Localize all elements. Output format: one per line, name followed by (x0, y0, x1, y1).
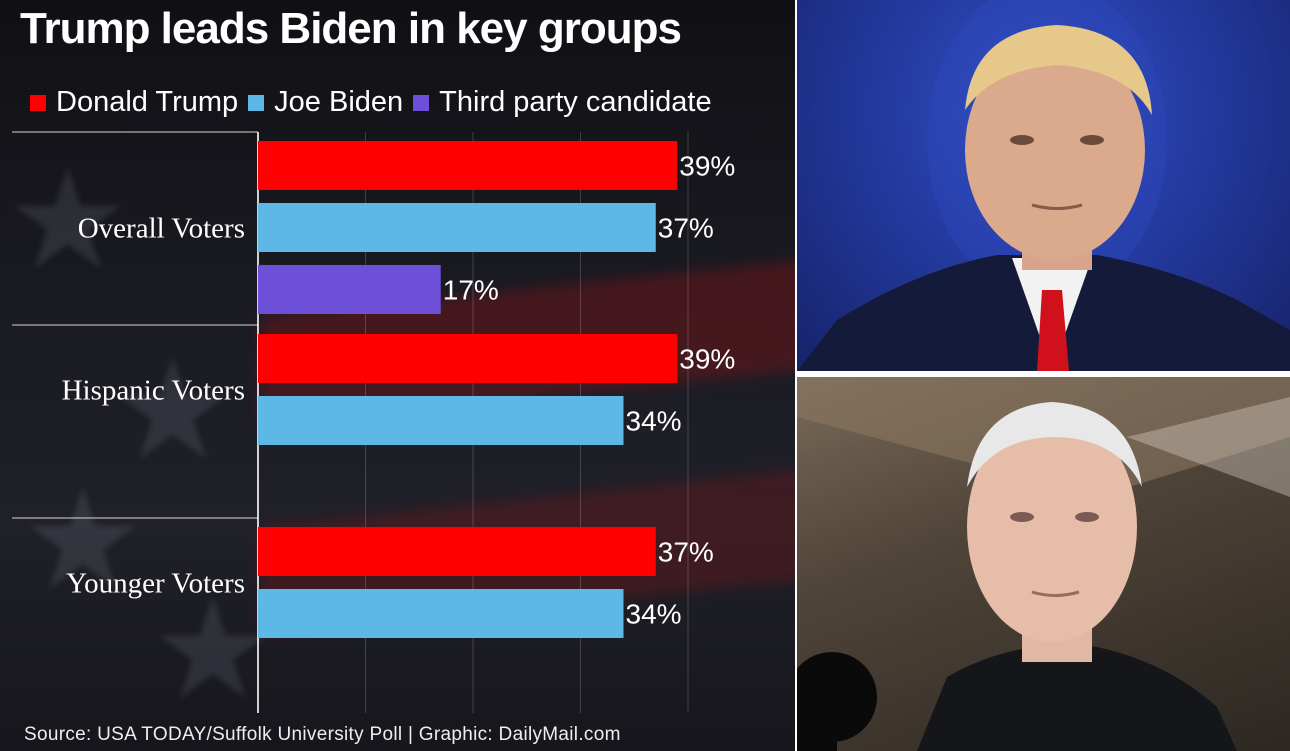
photo-divider (795, 371, 1290, 377)
poll-graphic: ★ ★ ★ ★ Trump leads Biden in key groups … (0, 0, 795, 751)
legend-item-trump: Donald Trump (30, 86, 238, 119)
bar-overall-biden (258, 203, 656, 252)
source-credit: Source: USA TODAY/Suffolk University Pol… (24, 724, 621, 745)
data-label-hispanic-biden: 34% (626, 406, 682, 437)
data-label-overall-biden: 37% (658, 213, 714, 244)
bar-younger-trump (258, 527, 656, 576)
bar-hispanic-trump (258, 334, 678, 383)
legend-label-third: Third party candidate (439, 86, 712, 118)
category-label-overall: Overall Voters (78, 213, 245, 245)
data-label-hispanic-trump: 39% (679, 344, 735, 375)
legend-item-biden: Joe Biden (248, 86, 403, 119)
bar-younger-biden (258, 589, 624, 638)
data-label-overall-trump: 39% (679, 151, 735, 182)
donald-trump-photo (797, 0, 1290, 371)
legend-swatch-trump (30, 94, 46, 111)
bar-overall-third (258, 265, 441, 314)
data-label-overall-third: 17% (443, 275, 499, 306)
legend-label-biden: Joe Biden (274, 86, 404, 118)
legend-label-trump: Donald Trump (56, 86, 239, 118)
chart-title: Trump leads Biden in key groups (20, 4, 682, 53)
legend-swatch-biden (248, 94, 265, 111)
bar-chart: 39% 37% 17% Overall Voters 39% 34% Hispanic Vo… (12, 131, 735, 713)
chart-legend: Donald Trump Joe Biden Third party candi… (30, 86, 722, 119)
data-label-younger-trump: 37% (658, 537, 714, 568)
joe-biden-photo (797, 377, 1290, 751)
legend-item-third: Third party candidate (413, 86, 712, 119)
data-label-younger-biden: 34% (626, 599, 682, 630)
bar-overall-trump (258, 141, 678, 190)
category-label-hispanic: Hispanic Voters (62, 375, 245, 407)
bar-hispanic-biden (258, 396, 624, 445)
legend-swatch-third (413, 94, 430, 111)
category-label-younger: Younger Voters (66, 568, 245, 600)
